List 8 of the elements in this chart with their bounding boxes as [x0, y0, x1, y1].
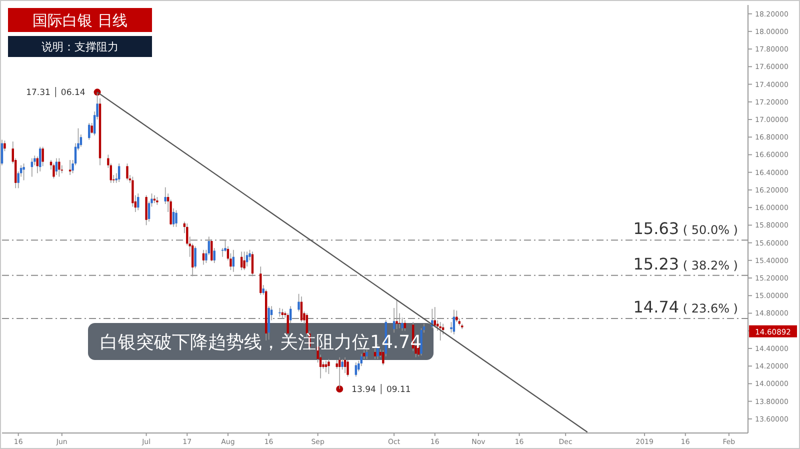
annotation: 17.31 │ 06.14: [26, 87, 86, 98]
annotation: 17.31 │ 06.14: [26, 88, 101, 98]
annotation: 13.94 │ 09.11: [336, 384, 411, 395]
annotation: 13.94 │ 09.11: [352, 384, 411, 395]
ref-line-label: 15.63 ( 50.0% ): [633, 219, 738, 238]
ref-line-label: 15.23 ( 38.2% ): [633, 254, 738, 274]
ref-line-label: 14.74 ( 23.6% ): [633, 298, 738, 317]
title: 国际白银 日线 说明：支撑阻力: [8, 8, 152, 57]
